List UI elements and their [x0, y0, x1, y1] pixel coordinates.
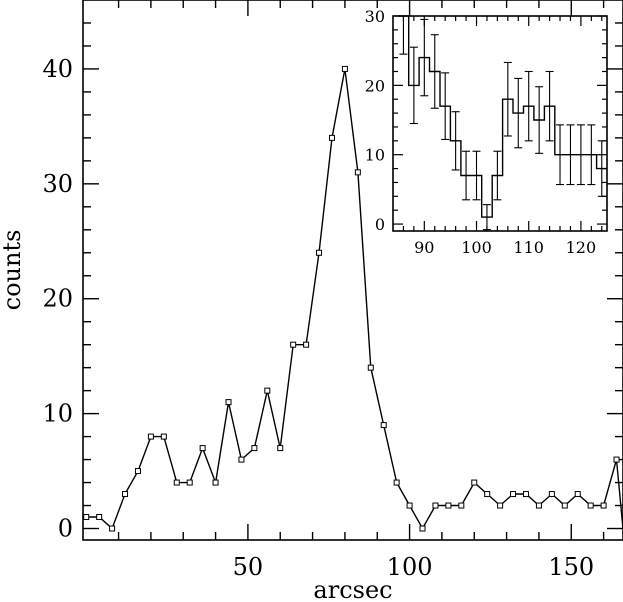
data-point: [406, 502, 413, 509]
data-point: [83, 514, 90, 521]
data-point: [238, 456, 245, 463]
inset-x-tick-label: 90: [414, 238, 434, 257]
inset-y-tick-label: 20: [365, 76, 385, 95]
data-point: [522, 491, 529, 498]
y-axis-title: counts: [0, 230, 26, 311]
data-point: [574, 491, 581, 498]
data-point: [290, 341, 297, 348]
inset-ticks: [393, 15, 607, 231]
data-point: [367, 364, 374, 371]
data-point: [419, 525, 426, 532]
main-y-tick-label: 20: [42, 285, 73, 313]
main-x-tick-labels: 50 100 150: [233, 553, 595, 581]
inset-y-tick-label: 30: [365, 7, 385, 26]
main-x-tick-label: 100: [387, 553, 433, 581]
data-point: [354, 169, 361, 176]
main-x-tick-label: 50: [233, 553, 264, 581]
inset-chart: 0 10 20 30 90 100 110 120: [365, 7, 608, 257]
data-point: [393, 479, 400, 486]
data-point: [613, 456, 620, 463]
inset-x-tick-label: 120: [566, 238, 597, 257]
main-ticks: [83, 0, 623, 540]
data-point: [212, 479, 219, 486]
data-point: [484, 491, 491, 498]
data-point: [147, 433, 154, 440]
data-point: [225, 399, 232, 406]
inset-plot-frame: [392, 15, 608, 232]
data-point: [535, 502, 542, 509]
data-point: [587, 502, 594, 509]
x-axis-title: arcsec: [313, 576, 392, 602]
inset-x-tick-label: 110: [513, 238, 544, 257]
inset-y-tick-labels: 0 10 20 30: [365, 7, 385, 234]
main-markers: [83, 65, 620, 532]
data-point: [264, 387, 271, 394]
data-point: [497, 502, 504, 509]
data-point: [548, 491, 555, 498]
data-point: [173, 479, 180, 486]
data-point: [600, 502, 607, 509]
main-y-tick-labels: 0 10 20 30 40: [42, 55, 73, 543]
main-y-tick-label: 40: [42, 55, 73, 83]
main-y-tick-label: 30: [42, 170, 73, 198]
inset-error-bars: [399, 16, 606, 231]
data-point: [445, 502, 452, 509]
data-point: [380, 422, 387, 429]
inset-y-tick-label: 0: [375, 215, 385, 234]
data-point: [122, 491, 129, 498]
data-point: [109, 525, 116, 532]
data-point: [328, 134, 335, 141]
inset-y-tick-label: 10: [365, 146, 385, 165]
data-point: [303, 341, 310, 348]
data-point: [186, 479, 193, 486]
data-point: [199, 445, 206, 452]
data-point: [458, 502, 465, 509]
data-point: [561, 502, 568, 509]
data-point: [251, 445, 258, 452]
inset-x-tick-labels: 90 100 110 120: [414, 238, 596, 257]
data-point: [160, 433, 167, 440]
main-plot-frame: [82, 0, 623, 541]
data-point: [341, 65, 348, 72]
inset-background: [393, 16, 607, 231]
main-y-tick-label: 0: [58, 515, 73, 543]
data-point: [316, 249, 323, 256]
data-point: [134, 468, 141, 475]
data-point: [96, 514, 103, 521]
inset-x-tick-label: 100: [461, 238, 492, 257]
data-point: [471, 479, 478, 486]
main-y-tick-label: 10: [42, 400, 73, 428]
main-x-tick-label: 150: [548, 553, 594, 581]
data-point: [432, 502, 439, 509]
data-point: [277, 445, 284, 452]
data-point: [510, 491, 517, 498]
